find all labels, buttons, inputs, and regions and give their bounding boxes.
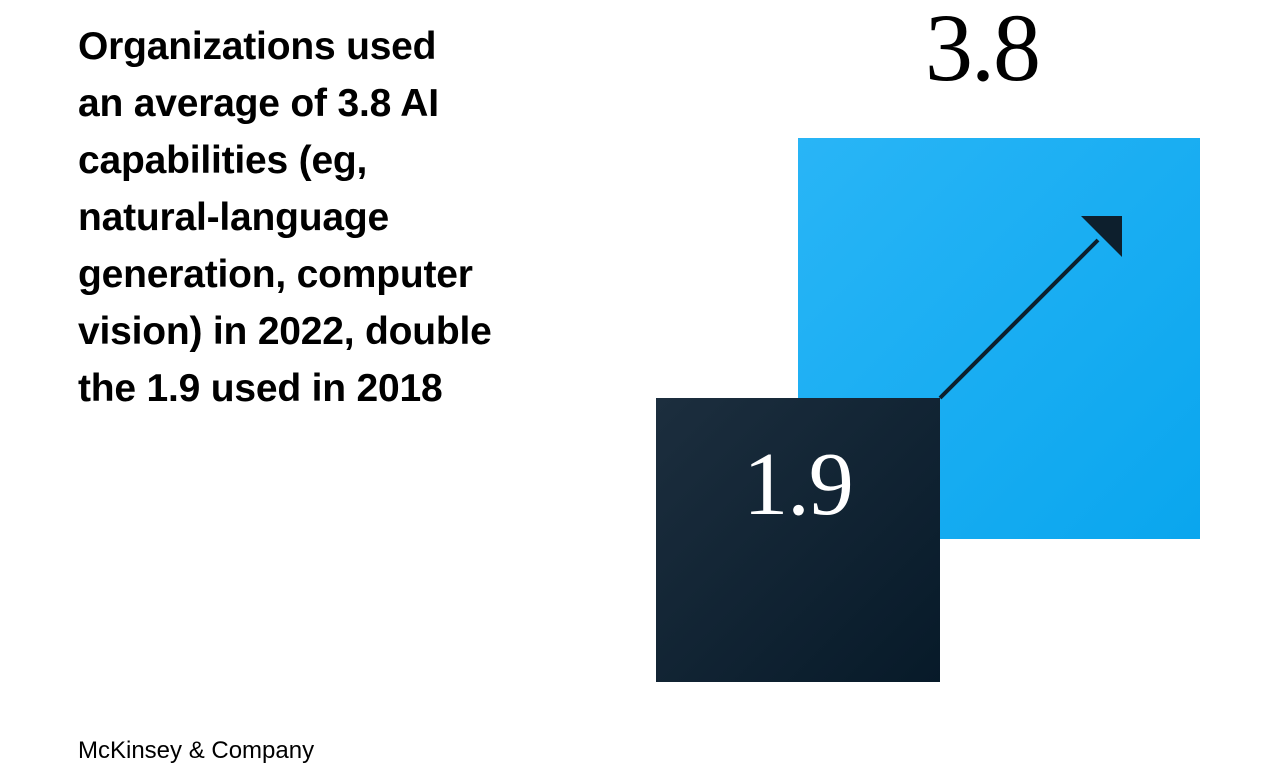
- headline-line: natural-language: [78, 196, 390, 239]
- square-2018: [656, 398, 940, 682]
- headline-line: vision) in 2022, double: [78, 310, 492, 353]
- headline-line: an average of 3.8 AI: [78, 82, 439, 125]
- headline-line: generation, computer: [78, 253, 473, 296]
- brand-logo-text: McKinsey & Company: [78, 737, 315, 764]
- headline: Organizations used an average of 3.8 AI …: [78, 18, 598, 417]
- value-2018-label: 1.9: [743, 435, 854, 534]
- headline-line: Organizations used: [78, 25, 437, 68]
- headline-line: capabilities (eg,: [78, 139, 368, 182]
- value-2022-label: 3.8: [925, 0, 1041, 101]
- headline-line: the 1.9 used in 2018: [78, 367, 443, 410]
